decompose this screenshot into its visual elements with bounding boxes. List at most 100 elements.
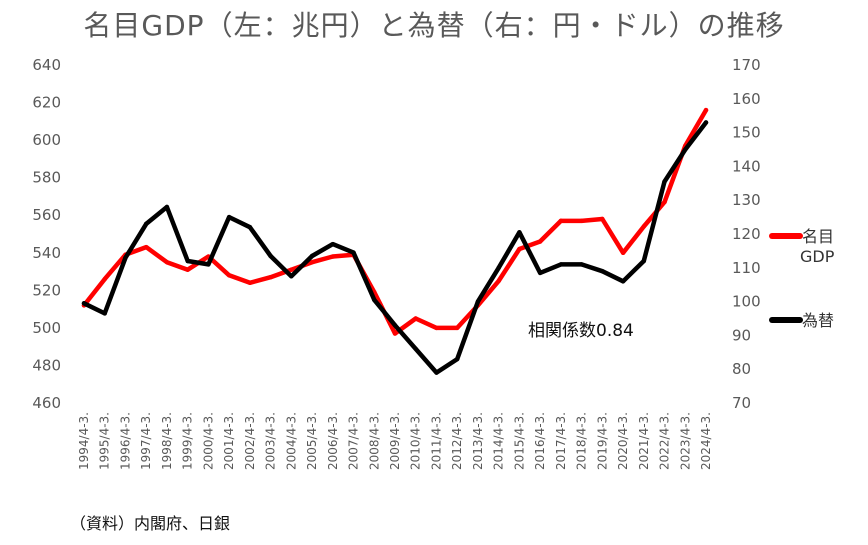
x-axis-tick-label: 2024/4-3. [699,412,713,470]
left-axis-tick-label: 620 [32,94,61,112]
right-axis-tick-label: 80 [732,360,751,378]
gdp-data-point [641,224,646,229]
right-y-axis: 70 80 90 100 110 120 130 140 150 160 170 [732,56,761,412]
gdp-data-point [102,276,107,282]
gdp-data-point [537,239,543,244]
gdp-data-point [330,254,335,259]
gdp-data-point [600,216,605,222]
fx-data-point [392,323,398,328]
fx-data-point [517,230,522,235]
x-axis-tick-label: 2019/4-3. [595,412,609,470]
x-axis-tick-label: 1999/4-3. [181,412,195,470]
x-axis-tick-label: 2000/4-3. [201,412,215,470]
x-axis-tick-label: 2023/4-3. [678,412,692,470]
gdp-data-point [289,267,294,272]
x-axis-tick-label: 1997/4-3. [139,412,153,470]
fx-data-point [268,253,273,259]
x-axis-tick-label: 2007/4-3. [347,412,361,470]
right-axis-tick-label: 100 [732,293,761,311]
fx-data-point [683,147,688,152]
x-axis-tick-label: 2021/4-3. [637,412,651,470]
gdp-series-line [81,107,709,336]
fx-data-point [413,346,418,352]
fx-data-point [351,250,356,255]
series-lines [81,107,709,375]
x-axis-tick-label: 2015/4-3. [512,412,526,470]
source-note: （資料）内閣府、日銀 [70,514,231,533]
x-axis-tick-label: 2017/4-3. [554,412,568,470]
left-axis-tick-label: 580 [32,169,61,187]
gdp-data-point [164,259,170,265]
fx-data-point [81,301,87,306]
fx-data-point [185,258,190,264]
x-axis-tick-label: 2004/4-3. [284,412,298,470]
fx-data-point [455,356,460,362]
legend-label: GDP [800,247,835,266]
left-axis-tick-label: 540 [32,244,61,262]
fx-data-point [496,265,501,270]
left-axis-tick-label: 460 [32,394,61,412]
x-axis-tick-label: 2001/4-3. [222,412,236,470]
x-axis-tick-label: 2016/4-3. [533,412,547,470]
x-axis-tick-label: 2006/4-3. [326,412,340,470]
right-axis-tick-label: 130 [732,191,761,209]
chart-title: 名目GDP（左：兆円）と為替（右：円・ドル）の推移 [83,9,785,42]
gdp-data-point [517,246,522,252]
left-axis-tick-label: 560 [32,206,61,224]
gdp-data-point [268,274,273,280]
fx-data-point [537,270,543,276]
fx-data-point [475,299,481,304]
gdp-data-point [309,259,315,265]
x-axis-tick-label: 2022/4-3. [658,412,672,470]
x-axis-tick-label: 1998/4-3. [160,412,174,470]
fx-data-point [434,370,439,375]
correlation-annotation: 相関係数0.84 [528,321,634,341]
fx-data-point [102,311,107,316]
gdp-data-point [185,267,190,272]
gdp-data-point [703,107,709,113]
left-axis-tick-label: 500 [32,319,61,337]
gdp-data-point [434,325,439,331]
gdp-data-point [662,199,667,205]
x-axis-tick-label: 2008/4-3. [367,412,381,470]
fx-data-point [164,204,170,210]
left-axis-tick-label: 520 [32,281,61,299]
left-axis-tick-label: 480 [32,356,61,374]
fx-data-point [330,241,335,247]
right-axis-tick-label: 120 [732,225,761,243]
fx-data-point [600,268,605,274]
x-axis: 1994/4-3. 1995/4-3. 1996/4-3. 1997/4-3. 1998… [77,412,713,470]
left-axis-tick-label: 600 [32,131,61,149]
x-axis-tick-label: 2003/4-3. [264,412,278,470]
x-axis-tick-label: 1996/4-3. [118,412,132,470]
x-axis-tick-label: 1995/4-3. [98,412,112,470]
legend-label: 為替 [802,311,834,330]
x-axis-tick-label: 2005/4-3. [305,412,319,470]
fx-data-point [247,225,253,230]
gdp-data-point [413,316,418,321]
x-axis-tick-label: 2009/4-3. [388,412,402,470]
right-axis-tick-label: 140 [732,157,761,175]
x-axis-tick-label: 1994/4-3. [77,412,91,470]
right-axis-tick-label: 70 [732,394,751,412]
right-axis-tick-label: 160 [732,90,761,108]
fx-data-point [372,297,377,303]
left-y-axis: 460 480 500 520 540 560 580 600 620 640 [32,56,61,412]
fx-data-point [123,255,128,260]
x-axis-tick-label: 2014/4-3. [492,412,506,470]
fx-data-point [579,262,584,267]
right-axis-tick-label: 110 [732,259,761,277]
legend: 名目GDP 為替 [769,227,835,330]
gdp-data-point [496,278,501,284]
fx-data-point [558,262,564,267]
x-axis-tick-label: 2002/4-3. [243,412,257,470]
fx-data-point [620,279,626,284]
fx-data-point [703,120,709,125]
fx-data-point [309,253,315,259]
gdp-data-point [226,273,232,278]
x-axis-tick-label: 2011/4-3. [429,412,443,470]
gdp-data-point [392,331,398,336]
fx-data-point [226,214,232,220]
fx-data-point [662,179,667,184]
x-axis-tick-label: 2018/4-3. [575,412,589,470]
